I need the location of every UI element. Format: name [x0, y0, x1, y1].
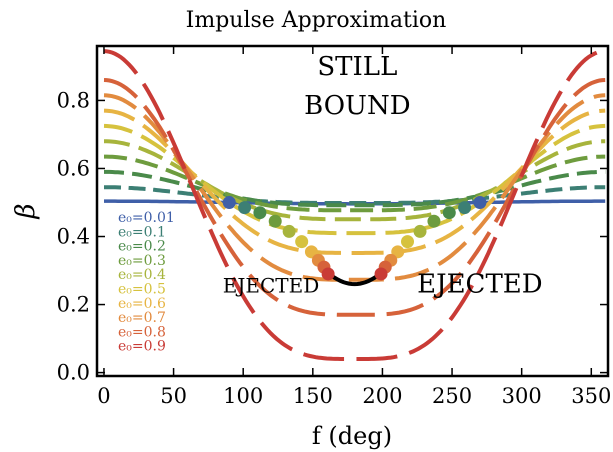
marker-point-18 [321, 267, 335, 281]
y-tick-label-2: 0.4 [57, 225, 90, 249]
x-tick-label-7: 350 [571, 384, 611, 408]
marker-layer [222, 195, 487, 281]
marker-point-9 [413, 224, 427, 238]
legend-item-1: e₀=0.1 [118, 224, 166, 240]
annotation-3: EJECTED [417, 270, 542, 300]
annotation-0: STILL [317, 52, 397, 82]
legend-item-7: e₀=0.7 [118, 310, 166, 326]
boundary-curve [328, 272, 381, 287]
legend-item-5: e₀=0.5 [118, 282, 166, 298]
x-tick-label-5: 250 [432, 384, 472, 408]
series-line-7 [103, 93, 606, 282]
legend-item-8: e₀=0.8 [118, 324, 166, 340]
y-tick-label-1: 0.2 [57, 293, 90, 317]
plot-area [103, 49, 606, 361]
annotation-1: BOUND [304, 91, 410, 121]
marker-point-1 [473, 195, 487, 209]
marker-point-8 [282, 224, 296, 238]
marker-point-3 [458, 201, 472, 215]
marker-point-11 [400, 235, 414, 249]
marker-point-2 [238, 201, 252, 215]
legend-item-0: e₀=0.01 [118, 210, 175, 226]
tick-layer: 0 50 100 150 200 250 300 350 0.0 0.2 0.4 0.6 0.8 [57, 46, 611, 408]
chart-title: Impulse Approximation [186, 8, 447, 33]
marker-point-5 [442, 206, 456, 220]
marker-point-7 [427, 214, 441, 228]
x-tick-label-1: 50 [160, 384, 187, 408]
legend: e₀=0.01e₀=0.1e₀=0.2e₀=0.3e₀=0.4e₀=0.5e₀=… [118, 210, 175, 355]
y-tick-label-3: 0.6 [57, 156, 90, 180]
x-tick-label-3: 150 [293, 384, 333, 408]
marker-point-0 [222, 195, 236, 209]
y-tick-label-0: 0.0 [57, 361, 90, 385]
legend-item-4: e₀=0.4 [118, 267, 166, 283]
marker-point-4 [253, 206, 267, 220]
annotation-2: EJECTED [223, 274, 320, 298]
legend-item-6: e₀=0.6 [118, 296, 166, 312]
x-tick-label-4: 200 [362, 384, 402, 408]
x-tick-label-6: 300 [502, 384, 542, 408]
legend-item-2: e₀=0.2 [118, 239, 166, 255]
y-axis-label: β [11, 203, 41, 219]
boundary-layer [328, 272, 381, 287]
y-tick-label-4: 0.8 [57, 88, 90, 112]
series-line-2 [104, 169, 606, 208]
series-line-1 [104, 185, 606, 205]
legend-item-3: e₀=0.3 [118, 253, 166, 269]
marker-point-10 [295, 235, 309, 249]
x-tick-label-0: 0 [97, 384, 110, 408]
legend-item-9: e₀=0.9 [118, 339, 166, 355]
plot-frame [95, 44, 610, 378]
series-line-5 [103, 123, 606, 236]
x-tick-label-2: 100 [223, 384, 263, 408]
marker-point-6 [268, 214, 282, 228]
annotation-layer: STILL BOUND EJECTED EJECTED [223, 52, 543, 300]
marker-point-19 [374, 267, 388, 281]
x-axis-label: f (deg) [312, 422, 392, 450]
series-line-9 [103, 49, 606, 361]
